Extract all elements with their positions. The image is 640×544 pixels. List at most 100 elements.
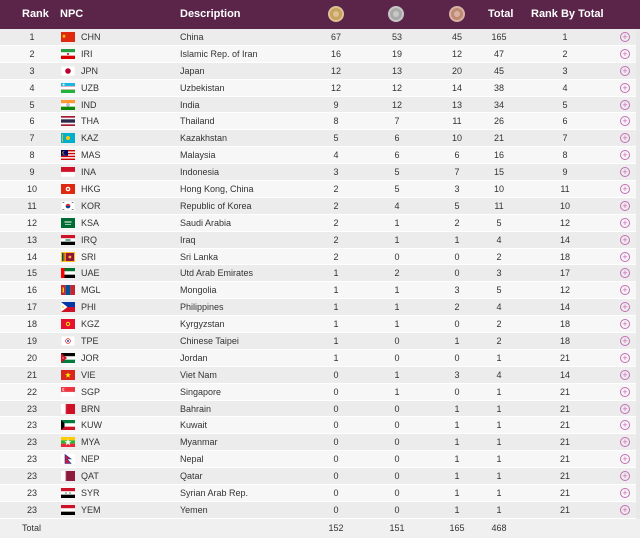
cell-bronze: 3 bbox=[454, 285, 460, 296]
table-row[interactable]: 12 KSA Saudi Arabia 2 1 2 5 12 + bbox=[0, 214, 640, 232]
expand-row-icon[interactable]: + bbox=[620, 48, 630, 59]
expand-row-icon[interactable]: + bbox=[620, 437, 630, 448]
cell-rank-by-total: 12 bbox=[559, 285, 570, 296]
expand-row-icon[interactable]: + bbox=[620, 471, 630, 482]
expand-row-icon[interactable]: + bbox=[620, 420, 630, 431]
expand-row-icon[interactable]: + bbox=[620, 200, 630, 211]
cell-npc-code: QAT bbox=[81, 471, 99, 482]
table-row[interactable]: 23 KUW Kuwait 0 0 1 1 21 + bbox=[0, 417, 640, 435]
cell-gold: 0 bbox=[333, 420, 339, 431]
chn-flag-icon bbox=[61, 32, 75, 42]
silver-medal-icon[interactable] bbox=[388, 6, 404, 22]
expand-row-icon[interactable]: + bbox=[620, 116, 630, 127]
expand-row-icon[interactable]: + bbox=[620, 369, 630, 380]
cell-rank: 10 bbox=[26, 184, 37, 195]
header-rank-by-total[interactable]: Rank By Total bbox=[531, 8, 604, 20]
table-row[interactable]: 16 MGL Mongolia 1 1 3 5 12 + bbox=[0, 282, 640, 300]
table-row[interactable]: 23 BRN Bahrain 0 0 1 1 21 + bbox=[0, 400, 640, 418]
table-row[interactable]: 11 KOR Republic of Korea 2 4 5 11 10 + bbox=[0, 197, 640, 215]
cell-gold: 5 bbox=[333, 133, 339, 144]
table-row[interactable]: 10 HKG Hong Kong, China 2 5 3 10 11 + bbox=[0, 181, 640, 198]
gold-medal-icon[interactable] bbox=[328, 6, 344, 22]
cell-silver: 13 bbox=[391, 65, 402, 76]
expand-row-icon[interactable]: + bbox=[620, 386, 630, 397]
expand-row-icon[interactable]: + bbox=[620, 488, 630, 499]
cell-gold: 67 bbox=[330, 32, 341, 42]
expand-row-icon[interactable]: + bbox=[620, 285, 630, 296]
ksa-flag-icon bbox=[61, 217, 75, 228]
expand-row-icon[interactable]: + bbox=[620, 268, 630, 279]
table-row[interactable]: 2 IRI Islamic Rep. of Iran 16 19 12 47 2 + bbox=[0, 45, 640, 63]
cell-rank: 23 bbox=[26, 420, 37, 431]
table-row[interactable]: 19 TPE Chinese Taipei 1 0 1 2 18 + bbox=[0, 333, 640, 350]
cell-rank-by-total: 21 bbox=[559, 352, 570, 363]
table-row[interactable]: 20 JOR Jordan 1 0 0 1 21 + bbox=[0, 349, 640, 367]
cell-total: 1 bbox=[496, 454, 502, 465]
header-rank[interactable]: Rank bbox=[22, 8, 49, 20]
table-row[interactable]: 23 QAT Qatar 0 0 1 1 21 + bbox=[0, 468, 640, 486]
expand-row-icon[interactable]: + bbox=[620, 234, 630, 245]
cell-description: Sri Lanka bbox=[180, 251, 219, 262]
cell-total: 3 bbox=[496, 268, 502, 279]
expand-row-icon[interactable]: + bbox=[620, 319, 630, 330]
expand-row-icon[interactable]: + bbox=[620, 217, 630, 228]
cell-silver: 6 bbox=[394, 150, 400, 161]
expand-row-icon[interactable]: + bbox=[620, 352, 630, 363]
expand-row-icon[interactable]: + bbox=[620, 302, 630, 313]
cell-npc-code: KGZ bbox=[81, 319, 100, 330]
kgz-flag-icon bbox=[61, 319, 75, 330]
expand-row-icon[interactable]: + bbox=[620, 82, 630, 93]
table-row[interactable]: 9 INA Indonesia 3 5 7 15 9 + bbox=[0, 164, 640, 182]
table-row[interactable]: 3 JPN Japan 12 13 20 45 3 + bbox=[0, 62, 640, 80]
table-row[interactable]: 8 MAS Malaysia 4 6 6 16 8 + bbox=[0, 147, 640, 165]
table-row[interactable]: 1 CHN China 67 53 45 165 1 + bbox=[0, 29, 640, 46]
expand-row-icon[interactable]: + bbox=[620, 251, 630, 262]
table-row[interactable]: 13 IRQ Iraq 2 1 1 4 14 + bbox=[0, 231, 640, 249]
table-row[interactable]: 14 SRI Sri Lanka 2 0 0 2 18 + bbox=[0, 248, 640, 266]
header-total[interactable]: Total bbox=[488, 8, 514, 20]
expand-row-icon[interactable]: + bbox=[620, 336, 630, 347]
cell-rank: 15 bbox=[26, 268, 37, 279]
bronze-medal-icon[interactable] bbox=[449, 6, 465, 22]
table-row[interactable]: 5 IND India 9 12 13 34 5 + bbox=[0, 96, 640, 114]
expand-row-icon[interactable]: + bbox=[620, 133, 630, 144]
table-row[interactable]: 17 PHI Philippines 1 1 2 4 14 + bbox=[0, 299, 640, 317]
expand-row-icon[interactable]: + bbox=[620, 167, 630, 178]
cell-gold: 4 bbox=[333, 150, 339, 161]
header-description[interactable]: Description bbox=[180, 8, 241, 20]
header-npc[interactable]: NPC bbox=[60, 8, 84, 20]
scrollbar[interactable] bbox=[636, 29, 640, 519]
expand-row-icon[interactable]: + bbox=[620, 184, 630, 195]
phi-flag-icon bbox=[61, 302, 75, 313]
cell-npc-code: VIE bbox=[81, 369, 96, 380]
expand-row-icon[interactable]: + bbox=[620, 65, 630, 76]
table-row[interactable]: 23 NEP Nepal 0 0 1 1 21 + bbox=[0, 451, 640, 469]
cell-rank: 23 bbox=[26, 471, 37, 482]
expand-row-icon[interactable]: + bbox=[620, 403, 630, 414]
table-row[interactable]: 23 SYR Syrian Arab Rep. 0 0 1 1 21 + bbox=[0, 485, 640, 502]
cell-gold: 0 bbox=[333, 369, 339, 380]
cell-bronze: 7 bbox=[454, 167, 460, 178]
table-row[interactable]: 7 KAZ Kazakhstan 5 6 10 21 7 + bbox=[0, 130, 640, 148]
cell-rank: 22 bbox=[26, 386, 37, 397]
expand-row-icon[interactable]: + bbox=[620, 504, 630, 515]
cell-rank-by-total: 21 bbox=[559, 504, 570, 515]
expand-row-icon[interactable]: + bbox=[620, 454, 630, 465]
expand-row-icon[interactable]: + bbox=[620, 99, 630, 110]
cell-npc-code: JOR bbox=[81, 352, 99, 363]
cell-npc-code: CHN bbox=[81, 32, 101, 42]
cell-rank-by-total: 14 bbox=[559, 369, 570, 380]
cell-gold: 2 bbox=[333, 217, 339, 228]
table-row[interactable]: 18 KGZ Kyrgyzstan 1 1 0 2 18 + bbox=[0, 316, 640, 334]
table-row[interactable]: 4 UZB Uzbekistan 12 12 14 38 4 + bbox=[0, 79, 640, 97]
expand-row-icon[interactable]: + bbox=[620, 150, 630, 161]
table-row[interactable]: 22 SGP Singapore 0 1 0 1 21 + bbox=[0, 383, 640, 401]
cell-npc-code: YEM bbox=[81, 504, 101, 515]
cell-description: Japan bbox=[180, 65, 205, 76]
table-row[interactable]: 23 MYA Myanmar 0 0 1 1 21 + bbox=[0, 434, 640, 452]
table-row[interactable]: 15 UAE Utd Arab Emirates 1 2 0 3 17 + bbox=[0, 265, 640, 283]
table-row[interactable]: 23 YEM Yemen 0 0 1 1 21 + bbox=[0, 501, 640, 519]
table-row[interactable]: 6 THA Thailand 8 7 11 26 6 + bbox=[0, 113, 640, 131]
table-row[interactable]: 21 VIE Viet Nam 0 1 3 4 14 + bbox=[0, 366, 640, 384]
expand-row-icon[interactable]: + bbox=[620, 32, 630, 42]
